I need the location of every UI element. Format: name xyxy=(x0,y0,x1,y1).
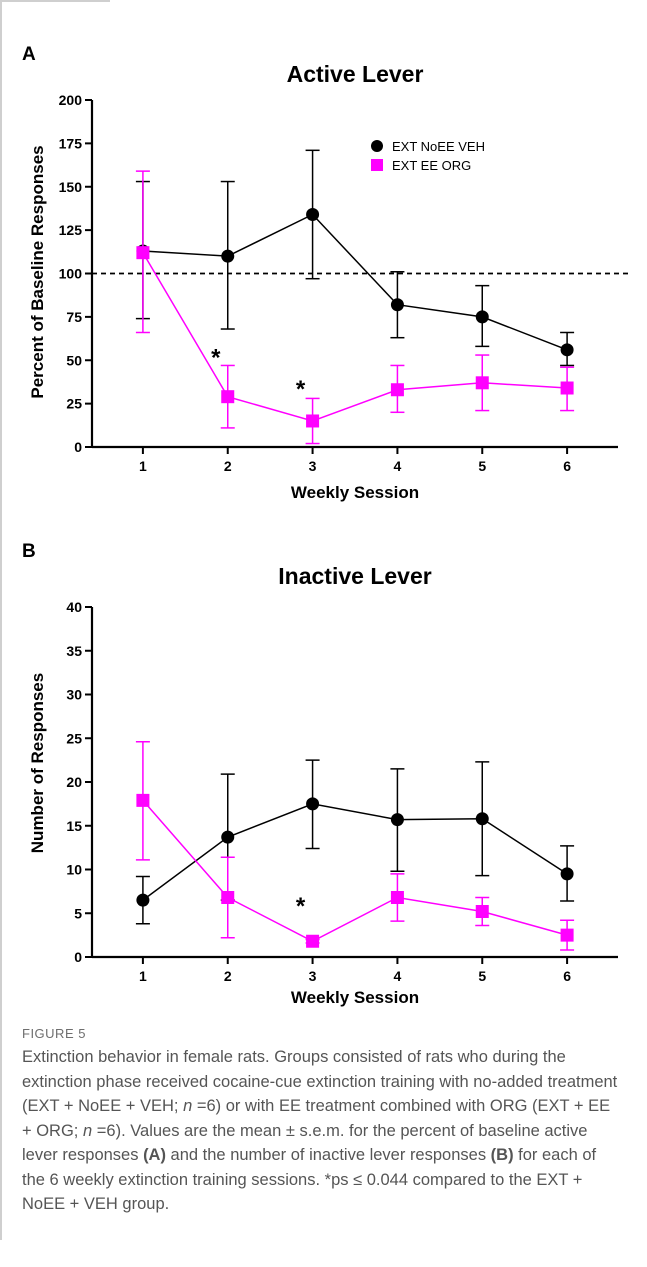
chart-a-series-2-line xyxy=(142,252,568,422)
chart-a-series-1-point xyxy=(475,310,489,324)
chart-b-y-axis-label: Number of Responses xyxy=(28,673,47,853)
chart-a-series-1-point xyxy=(560,343,574,357)
chart-a-x-tick-label: 1 xyxy=(139,458,147,474)
legend-marker-square xyxy=(371,159,383,171)
chart-a-series-1-line xyxy=(142,213,568,351)
caption-n-symbol: n xyxy=(82,1121,93,1140)
caption-part: =6) or with EE treatment combined with O… xyxy=(22,1097,611,1140)
chart-a-x-tick-label: 3 xyxy=(309,458,317,474)
chart-a-y-tick-label: 175 xyxy=(59,135,83,151)
figure-caption: FIGURE 5 Extinction behavior in female r… xyxy=(22,1026,622,1217)
caption-part: Extinction behavior in female rats. Grou… xyxy=(22,1048,618,1115)
chart-a-x-tick-label: 4 xyxy=(394,458,402,474)
chart-a-series-2-point xyxy=(475,376,489,390)
chart-a-y-tick-label: 125 xyxy=(59,222,83,238)
caption-part: and the number of inactive lever respons… xyxy=(165,1146,491,1164)
legend-label-series2: EXT EE ORG xyxy=(392,158,471,173)
legend-label-series1: EXT NoEE VEH xyxy=(392,139,485,154)
chart-b-y-tick-label: 40 xyxy=(66,599,82,615)
chart-b-series-1-point xyxy=(475,812,489,826)
chart-a-series-2-point xyxy=(221,390,235,404)
legend-marker-circle xyxy=(371,140,383,152)
chart-a-x-tick-label: 2 xyxy=(224,458,232,474)
chart-b-x-tick-label: 3 xyxy=(309,968,317,984)
chart-b-series-1-point xyxy=(390,813,404,827)
chart-b-series-2-point xyxy=(560,928,574,942)
chart-b-x-tick-label: 5 xyxy=(478,968,486,984)
chart-a-series-2-point xyxy=(136,246,150,260)
chart-b-y-tick-label: 10 xyxy=(66,862,82,878)
chart-b-series-2-point xyxy=(221,891,235,904)
chart-a-y-tick-label: 150 xyxy=(59,179,83,195)
panel-a-label: A xyxy=(22,44,36,65)
chart-b-x-tick-label: 4 xyxy=(394,968,402,984)
figure-charts: A Active Lever Percent of Baseline Respo… xyxy=(22,44,628,1007)
panel-a: A Active Lever Percent of Baseline Respo… xyxy=(22,44,628,502)
chart-a-y-tick-label: 75 xyxy=(66,309,82,325)
chart-a-y-axis-label: Percent of Baseline Responses xyxy=(28,145,47,398)
chart-a-series-2-point xyxy=(390,383,404,397)
chart-b-y-tick-label: 35 xyxy=(66,643,82,659)
chart-b-x-tick-label: 6 xyxy=(563,968,571,984)
chart-b-series-2-point xyxy=(306,934,320,948)
chart-a-significance-annotation: * xyxy=(211,345,221,372)
chart-b-y-tick-label: 30 xyxy=(66,687,82,703)
chart-a-series-1-point xyxy=(390,298,404,312)
frame-top-border xyxy=(0,0,110,2)
chart-a-title: Active Lever xyxy=(287,61,424,87)
chart-b-y-tick-label: 0 xyxy=(74,949,82,965)
caption-panel-ref-a: (A) xyxy=(143,1146,166,1164)
chart-b-x-axis-label: Weekly Session xyxy=(291,988,419,1007)
chart-b-series-1-point xyxy=(560,867,574,881)
chart-a-legend: EXT NoEE VEH EXT EE ORG xyxy=(371,139,485,173)
chart-b-series-2-point xyxy=(390,891,404,904)
chart-a-series-2-point xyxy=(306,414,320,428)
chart-b-series-2-line xyxy=(142,799,568,943)
chart-a-y-tick-label: 200 xyxy=(59,92,83,108)
chart-b-significance-annotation: * xyxy=(296,893,306,920)
chart-b-x-tick-label: 2 xyxy=(224,968,232,984)
figure-label: FIGURE 5 xyxy=(22,1026,86,1041)
chart-a-series-1-point xyxy=(221,249,235,263)
chart-b-series-2-point xyxy=(136,793,150,807)
chart-b-y-tick-label: 25 xyxy=(66,730,82,746)
chart-b-series-1-point xyxy=(136,893,150,907)
caption-part: =6). Values are the mean ± s.e.m. for th… xyxy=(22,1121,588,1165)
chart-a-x-tick-label: 5 xyxy=(478,458,486,474)
chart-b-y-tick-label: 5 xyxy=(74,905,82,921)
caption-panel-ref-b: (B) xyxy=(490,1146,514,1164)
chart-a-x-tick-label: 6 xyxy=(563,458,571,474)
chart-a-y-tick-label: 0 xyxy=(74,439,82,455)
chart-a-series-2-point xyxy=(560,381,574,395)
chart-b-series-1-point xyxy=(221,830,235,844)
chart-a-series-1-point xyxy=(306,208,320,222)
chart-b-series-1-point xyxy=(306,797,320,811)
chart-b-series-1-line xyxy=(142,803,568,901)
chart-a-y-tick-label: 50 xyxy=(66,352,82,368)
chart-a-x-axis-label: Weekly Session xyxy=(291,483,419,502)
chart-a-y-tick-label: 100 xyxy=(59,266,83,282)
chart-a-y-tick-label: 25 xyxy=(66,396,82,412)
chart-b-y-tick-label: 20 xyxy=(66,774,82,790)
chart-b-title: Inactive Lever xyxy=(278,563,431,589)
chart-b-x-tick-label: 1 xyxy=(139,968,147,984)
panel-b-label: B xyxy=(22,541,36,562)
caption-part: for each of the 6 weekly extinction trai… xyxy=(22,1146,597,1213)
chart-b-series-2-point xyxy=(475,905,489,918)
caption-n-symbol: n xyxy=(183,1097,193,1115)
panel-b: B Inactive Lever Number of Responses Wee… xyxy=(22,541,618,1007)
chart-a-significance-annotation: * xyxy=(296,376,306,403)
chart-b-y-tick-label: 15 xyxy=(66,818,82,834)
frame-left-border xyxy=(0,0,2,1240)
caption-text: Extinction behavior in female rats. Grou… xyxy=(22,1045,622,1217)
